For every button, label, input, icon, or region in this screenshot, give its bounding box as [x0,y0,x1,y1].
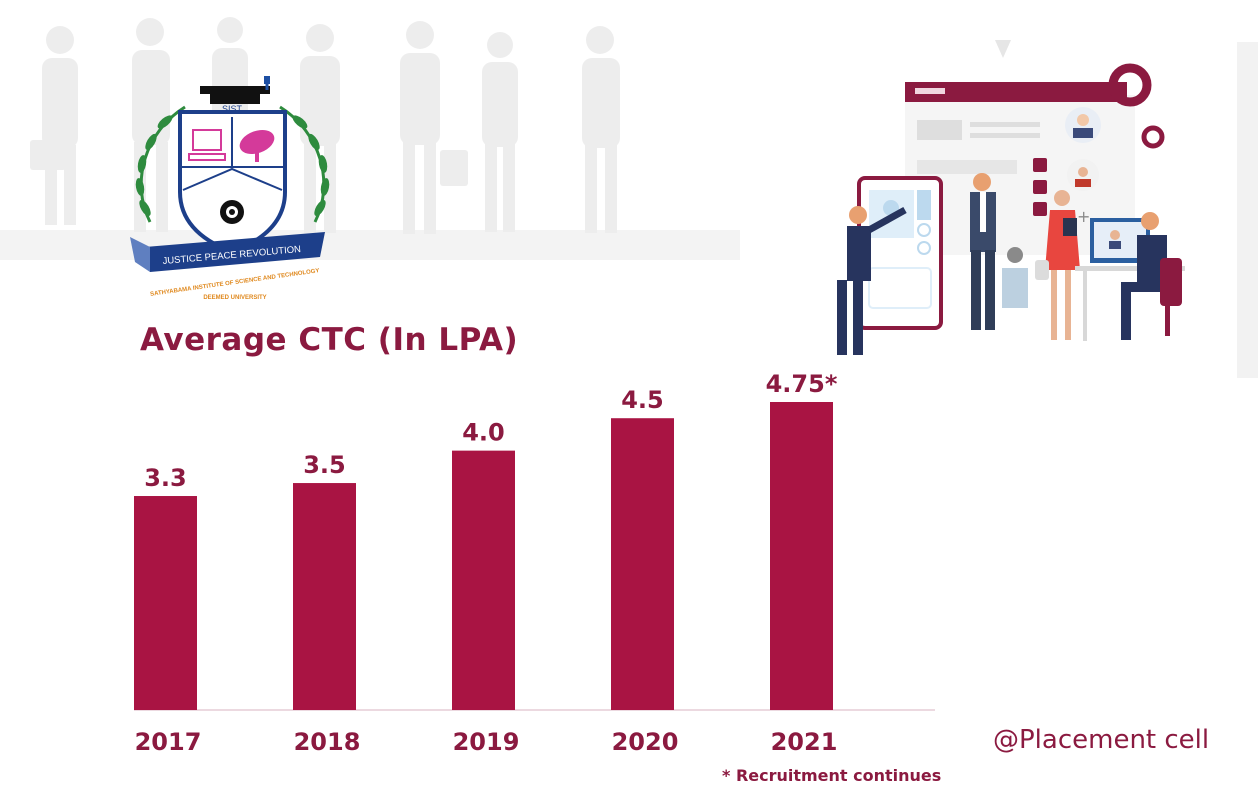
x-tick-label-2019: 2019 [453,728,520,756]
value-label-2019: 4.0 [462,419,505,447]
value-label-2020: 4.5 [621,386,664,414]
x-tick-label-2020: 2020 [612,728,679,756]
bar-2021 [770,402,833,710]
bar-2019 [452,450,515,710]
satellite-dish-icon [239,129,275,162]
x-tick-label-2021: 2021 [771,728,838,756]
sist-logo: SIST JUSTICE PEACE REVOLUTION SATHYABAMA… [130,76,330,301]
value-label-2021: 4.75* [766,370,838,398]
graduation-cap-icon [200,76,270,104]
gear-large-icon [1108,63,1152,107]
side-panel [1237,42,1258,378]
value-label-2017: 3.3 [144,464,187,492]
gear-small-icon [1141,125,1165,149]
bar-2020 [611,418,674,710]
x-tick-label-2017: 2017 [135,728,202,756]
chart-title: Average CTC (In LPA) [140,322,519,358]
laurel-left-icon [135,105,186,223]
footnote: * Recruitment continues [722,766,942,785]
x-tick-label-2018: 2018 [294,728,361,756]
laurel-right-icon [279,105,330,223]
gear-icon [220,200,244,224]
value-label-2018: 3.5 [303,451,346,479]
bar-2018 [293,483,356,710]
placement-cell-handle: @Placement cell [993,725,1210,755]
svg-text:+: + [1077,207,1090,226]
bar-2017 [134,496,197,710]
computer-icon [188,129,226,161]
motto-ribbon [145,232,325,272]
logo-status: DEEMED UNIVERSITY [203,295,266,301]
logo-acronym: SIST [222,104,243,114]
recruitment-illustration: + [837,40,1185,355]
